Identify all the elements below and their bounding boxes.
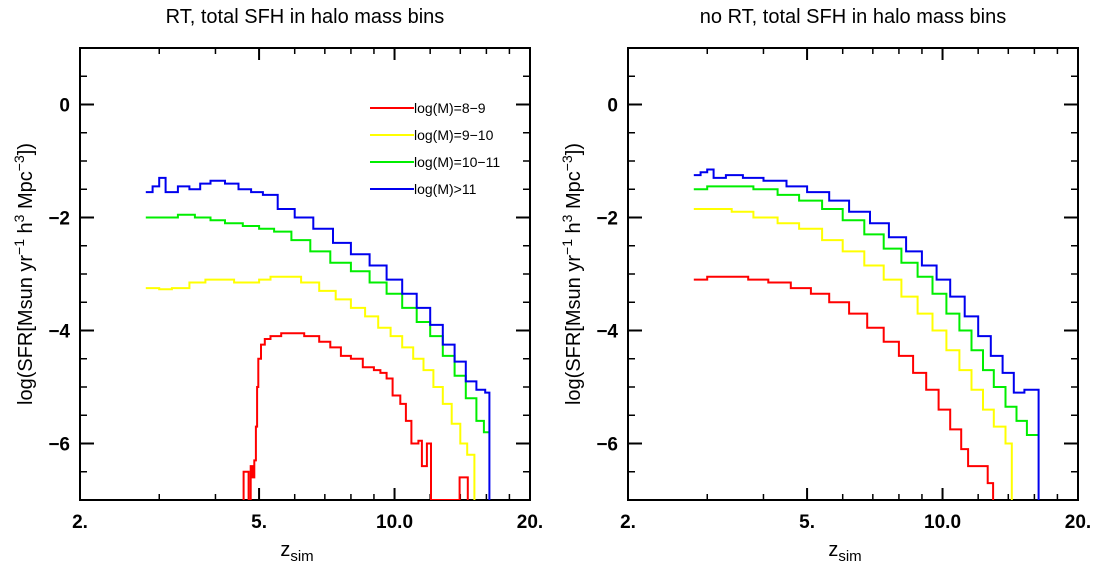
x-tick-label: 5. <box>251 512 267 533</box>
legend-label-9-10: log(M)=9−10 <box>414 127 494 143</box>
legend-label-gt-11: log(M)>11 <box>414 181 477 197</box>
y-tick-label: 0 <box>607 96 618 117</box>
chart-title-no-rt: no RT, total SFH in halo mass bins <box>699 6 1007 28</box>
y-tick-label: −4 <box>48 322 70 343</box>
y-tick-label: −6 <box>48 435 70 456</box>
series-line-10-11 <box>145 213 490 434</box>
series-line-8-9 <box>693 275 995 500</box>
series-line-9-10 <box>145 275 476 500</box>
chart-title-rt: RT, total SFH in halo mass bins <box>165 6 445 28</box>
x-tick-label: 10.0 <box>376 512 413 533</box>
x-tick-label: 2. <box>620 512 636 533</box>
x-tick-label: 5. <box>799 512 815 533</box>
y-tick-label: 0 <box>59 96 70 117</box>
series-line-gt-11 <box>145 176 491 500</box>
plot-frame <box>627 47 1079 501</box>
legend-label-10-11: log(M)=10−11 <box>414 154 500 170</box>
x-axis-title: zsim <box>280 539 313 564</box>
chart-panel-no-rt: 2. 5. 10.0 20. 0 −2 −4 −6 zsim log(SFR[Msun yr−1 … <box>559 47 1091 564</box>
x-tick-label: 2. <box>72 512 88 533</box>
y-tick-label: −6 <box>596 435 618 456</box>
chart-panel-rt: 2. 5. 10.0 20. 0 −2 −4 −6 zsim log(SFR[Msun yr−1 … <box>11 47 543 564</box>
y-tick-label: −2 <box>48 209 70 230</box>
y-axis-title: log(SFR[Msun yr−1 h3 Mpc−3]) <box>559 143 585 405</box>
series-line-9-10 <box>693 208 1013 500</box>
legend-label-8-9: log(M)=8−9 <box>414 100 486 116</box>
y-tick-label: −4 <box>596 322 618 343</box>
x-axis-title: zsim <box>828 539 861 564</box>
x-tick-label: 20. <box>1065 512 1091 533</box>
y-axis-title: log(SFR[Msun yr−1 h3 Mpc−3]) <box>11 143 37 405</box>
series-line-10-11 <box>693 185 1038 436</box>
x-tick-label: 20. <box>517 512 543 533</box>
series-line-8-9 <box>242 332 469 500</box>
series-line-gt-11 <box>693 168 1040 500</box>
y-tick-label: −2 <box>596 209 618 230</box>
x-tick-label: 10.0 <box>924 512 961 533</box>
